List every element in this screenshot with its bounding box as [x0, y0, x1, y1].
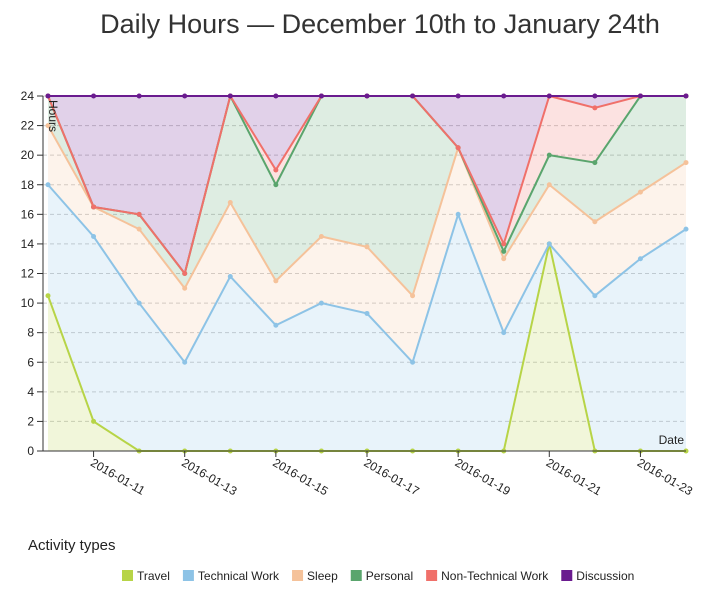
point — [364, 93, 370, 99]
y-tick-label: 16 — [21, 207, 35, 221]
legend-label: Discussion — [576, 569, 634, 583]
point — [592, 93, 598, 99]
x-tick-label: 2016-01-11 — [88, 455, 148, 498]
point — [182, 93, 188, 99]
point — [91, 418, 97, 424]
legend-swatch — [292, 570, 304, 581]
y-tick-label: 4 — [27, 385, 34, 399]
area — [48, 96, 686, 274]
x-tick-label: 2016-01-13 — [179, 455, 239, 498]
legend-swatch — [426, 570, 438, 581]
point — [91, 204, 97, 210]
area — [48, 96, 686, 296]
point — [546, 152, 552, 158]
point — [364, 244, 370, 250]
point — [91, 93, 97, 99]
point — [501, 248, 507, 254]
point — [45, 93, 51, 99]
point — [182, 285, 188, 291]
legend-label: Travel — [137, 569, 170, 583]
point — [637, 256, 643, 262]
y-tick-label: 14 — [21, 237, 35, 251]
point — [410, 293, 416, 299]
legend-swatch — [182, 570, 194, 581]
point — [546, 93, 552, 99]
point — [455, 145, 461, 151]
point — [410, 93, 416, 99]
area — [48, 125, 686, 363]
point — [683, 226, 689, 232]
point — [318, 300, 324, 306]
point — [182, 359, 188, 365]
point — [136, 226, 142, 232]
point — [273, 278, 279, 284]
point — [227, 200, 233, 205]
point — [364, 310, 370, 316]
point — [273, 322, 279, 328]
point — [410, 359, 416, 365]
point — [455, 211, 461, 217]
point — [136, 211, 142, 217]
x-tick-label: 2016-01-21 — [544, 455, 604, 498]
point — [501, 241, 507, 247]
y-tick-label: 2 — [27, 414, 34, 428]
point — [455, 93, 461, 99]
point — [318, 93, 324, 99]
area — [48, 96, 686, 274]
area — [48, 243, 686, 451]
point — [592, 105, 598, 111]
point — [501, 330, 507, 336]
legend-swatch — [561, 570, 573, 581]
legend-swatch — [122, 570, 133, 581]
point — [546, 182, 552, 188]
point — [592, 219, 598, 225]
legend-title: Activity types — [28, 537, 116, 554]
area — [48, 184, 686, 451]
point — [273, 93, 279, 99]
y-axis-label: Hours — [46, 100, 60, 132]
legend-label: Personal — [366, 569, 413, 583]
point — [546, 241, 552, 247]
point — [501, 256, 507, 262]
y-tick-label: 10 — [21, 296, 35, 310]
point — [592, 160, 598, 166]
point — [683, 160, 689, 166]
y-tick-label: 18 — [21, 178, 35, 192]
y-tick-label: 20 — [21, 148, 35, 162]
legend-label: Technical Work — [198, 569, 280, 583]
x-tick-label: 2016-01-17 — [362, 455, 422, 498]
x-tick-label: 2016-01-23 — [635, 455, 695, 498]
y-tick-label: 6 — [27, 355, 34, 369]
point — [91, 234, 97, 240]
point — [136, 93, 142, 99]
legend-label: Non-Technical Work — [441, 569, 549, 583]
point — [45, 182, 51, 188]
point — [637, 189, 643, 195]
point — [273, 182, 279, 188]
point — [637, 93, 643, 99]
point — [45, 293, 51, 299]
point — [227, 273, 233, 279]
x-tick-label: 2016-01-19 — [453, 455, 513, 498]
point — [136, 300, 142, 306]
y-tick-label: 24 — [21, 89, 35, 103]
legend-swatch — [350, 570, 362, 581]
point — [318, 234, 324, 240]
point — [273, 167, 279, 173]
y-tick-label: 22 — [21, 119, 35, 133]
x-axis-label: Date — [659, 433, 685, 447]
point — [227, 93, 233, 99]
chart-title: Daily Hours — December 10th to January 2… — [100, 9, 660, 39]
y-tick-label: 8 — [27, 326, 34, 340]
point — [501, 93, 507, 99]
y-tick-label: 12 — [21, 267, 35, 281]
y-tick-label: 0 — [27, 444, 34, 458]
point — [45, 123, 51, 129]
legend-label: Sleep — [307, 569, 338, 583]
point — [592, 293, 598, 299]
point — [182, 271, 188, 276]
x-tick-label: 2016-01-15 — [270, 455, 330, 498]
point — [683, 93, 689, 99]
